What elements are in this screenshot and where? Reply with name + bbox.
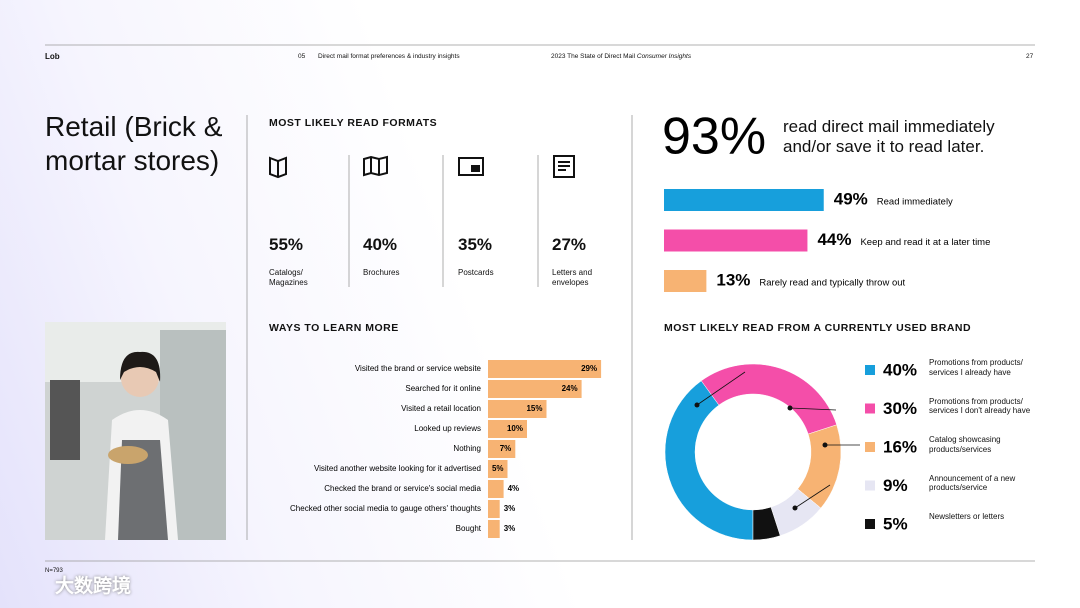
legend-swatch bbox=[865, 519, 875, 529]
category-label: Bought bbox=[456, 524, 482, 533]
legend-label: Promotions from products/ services I don… bbox=[929, 396, 1031, 416]
value-label: 30% bbox=[883, 399, 917, 418]
format-label: Postcards bbox=[458, 268, 494, 277]
leader-dot bbox=[694, 402, 700, 408]
value-label: 5% bbox=[883, 514, 908, 533]
leader-line bbox=[794, 484, 831, 509]
section-title: Direct mail format preferences & industr… bbox=[318, 53, 460, 60]
photo-hair bbox=[120, 351, 161, 382]
report-name: 2023 The State of Direct Mail bbox=[551, 53, 636, 60]
footnote: N=793 bbox=[45, 568, 63, 574]
value-label: 3% bbox=[504, 524, 516, 533]
value-label: 3% bbox=[504, 504, 516, 513]
value-label: 44% bbox=[817, 230, 851, 249]
category-label: Keep and read it at a later time bbox=[860, 237, 990, 248]
bar bbox=[488, 460, 508, 478]
category-label: Read immediately bbox=[877, 197, 953, 208]
legend-swatch bbox=[865, 365, 875, 375]
category-label: Checked other social media to gauge othe… bbox=[290, 504, 481, 513]
format-label: Brochures bbox=[363, 268, 400, 277]
value-label: 10% bbox=[507, 424, 523, 433]
chart-title: WAYS TO LEARN MORE bbox=[269, 322, 399, 334]
bar bbox=[488, 380, 582, 398]
category-label: Checked the brand or service's social me… bbox=[324, 484, 481, 493]
bar bbox=[488, 360, 602, 378]
letter-icon bbox=[553, 155, 575, 178]
format-value: 35% bbox=[458, 235, 493, 254]
category-label: Visited a retail location bbox=[401, 404, 481, 413]
format-value: 55% bbox=[269, 235, 304, 254]
formats-heading: MOST LIKELY READ FORMATS bbox=[269, 117, 438, 129]
leader-dot bbox=[822, 442, 828, 448]
legend-swatch bbox=[865, 442, 875, 452]
chart-title: MOST LIKELY READ FROM A CURRENTLY USED B… bbox=[664, 322, 972, 334]
postcard-icon bbox=[458, 157, 484, 176]
bar bbox=[664, 270, 707, 292]
donut-segment bbox=[700, 363, 838, 435]
format-value: 40% bbox=[363, 235, 398, 254]
format-label: Letters and envelopes bbox=[552, 268, 593, 287]
page-title: Retail (Brick & mortar stores) bbox=[45, 111, 223, 176]
headline-text: read direct mail immediately and/or save… bbox=[783, 117, 995, 157]
bar bbox=[664, 189, 824, 211]
category-label: Looked up reviews bbox=[414, 424, 481, 433]
bar bbox=[488, 400, 547, 418]
photo bbox=[45, 322, 226, 540]
category-label: Visited the brand or service website bbox=[355, 364, 482, 373]
legend-label: Catalog showcasing products/services bbox=[929, 435, 1001, 454]
bar bbox=[488, 480, 504, 498]
bar bbox=[488, 420, 527, 438]
value-label: 5% bbox=[492, 464, 504, 473]
legend-label: Newsletters or letters bbox=[929, 512, 1005, 521]
category-label: Nothing bbox=[453, 444, 481, 453]
value-label: 29% bbox=[581, 364, 597, 373]
postcard-stamp bbox=[471, 165, 480, 172]
watermark: 大数跨境 bbox=[55, 576, 132, 597]
category-label: Visited another website looking for it a… bbox=[314, 464, 481, 473]
value-label: 7% bbox=[500, 444, 512, 453]
category-label: Searched for it online bbox=[405, 384, 481, 393]
value-label: 4% bbox=[508, 484, 520, 493]
section-number: 05 bbox=[298, 53, 306, 60]
leader-line bbox=[696, 371, 746, 406]
page-number: 27 bbox=[1026, 53, 1034, 60]
bar bbox=[488, 440, 516, 458]
value-label: 49% bbox=[834, 189, 868, 208]
legend-label: Promotions from products/ services I alr… bbox=[929, 358, 1023, 377]
bar bbox=[664, 229, 808, 252]
legend-swatch bbox=[865, 403, 875, 414]
value-label: 16% bbox=[883, 437, 917, 456]
legend-swatch bbox=[865, 480, 875, 491]
donut-segment bbox=[752, 506, 781, 541]
legend-label: Announcement of a new products/service bbox=[929, 473, 1016, 493]
brochure-icon bbox=[363, 155, 388, 177]
photo-machine bbox=[50, 380, 80, 460]
value-label: 24% bbox=[562, 384, 578, 393]
brand: Lob bbox=[45, 52, 60, 61]
value-label: 13% bbox=[716, 270, 750, 289]
bar bbox=[488, 520, 500, 538]
photo-tablet bbox=[108, 446, 148, 464]
leader-line bbox=[789, 407, 837, 411]
leader-dot bbox=[792, 505, 798, 511]
catalog-icon bbox=[269, 156, 287, 179]
report-title: 2023 The State of Direct Mail Consumer I… bbox=[551, 53, 691, 61]
format-icons bbox=[269, 155, 575, 179]
value-label: 40% bbox=[883, 360, 917, 379]
format-label: Catalogs/ Magazines bbox=[269, 268, 308, 287]
leader-dot bbox=[787, 405, 793, 411]
report-subtitle: Consumer Insights bbox=[636, 53, 692, 60]
photo-apron bbox=[118, 440, 168, 540]
donut-segment bbox=[664, 380, 754, 541]
headline-value: 93% bbox=[662, 108, 766, 166]
bar bbox=[488, 500, 500, 518]
category-label: Rarely read and typically throw out bbox=[759, 278, 905, 289]
value-label: 15% bbox=[526, 404, 542, 413]
value-label: 9% bbox=[883, 476, 908, 495]
format-value: 27% bbox=[552, 235, 587, 254]
